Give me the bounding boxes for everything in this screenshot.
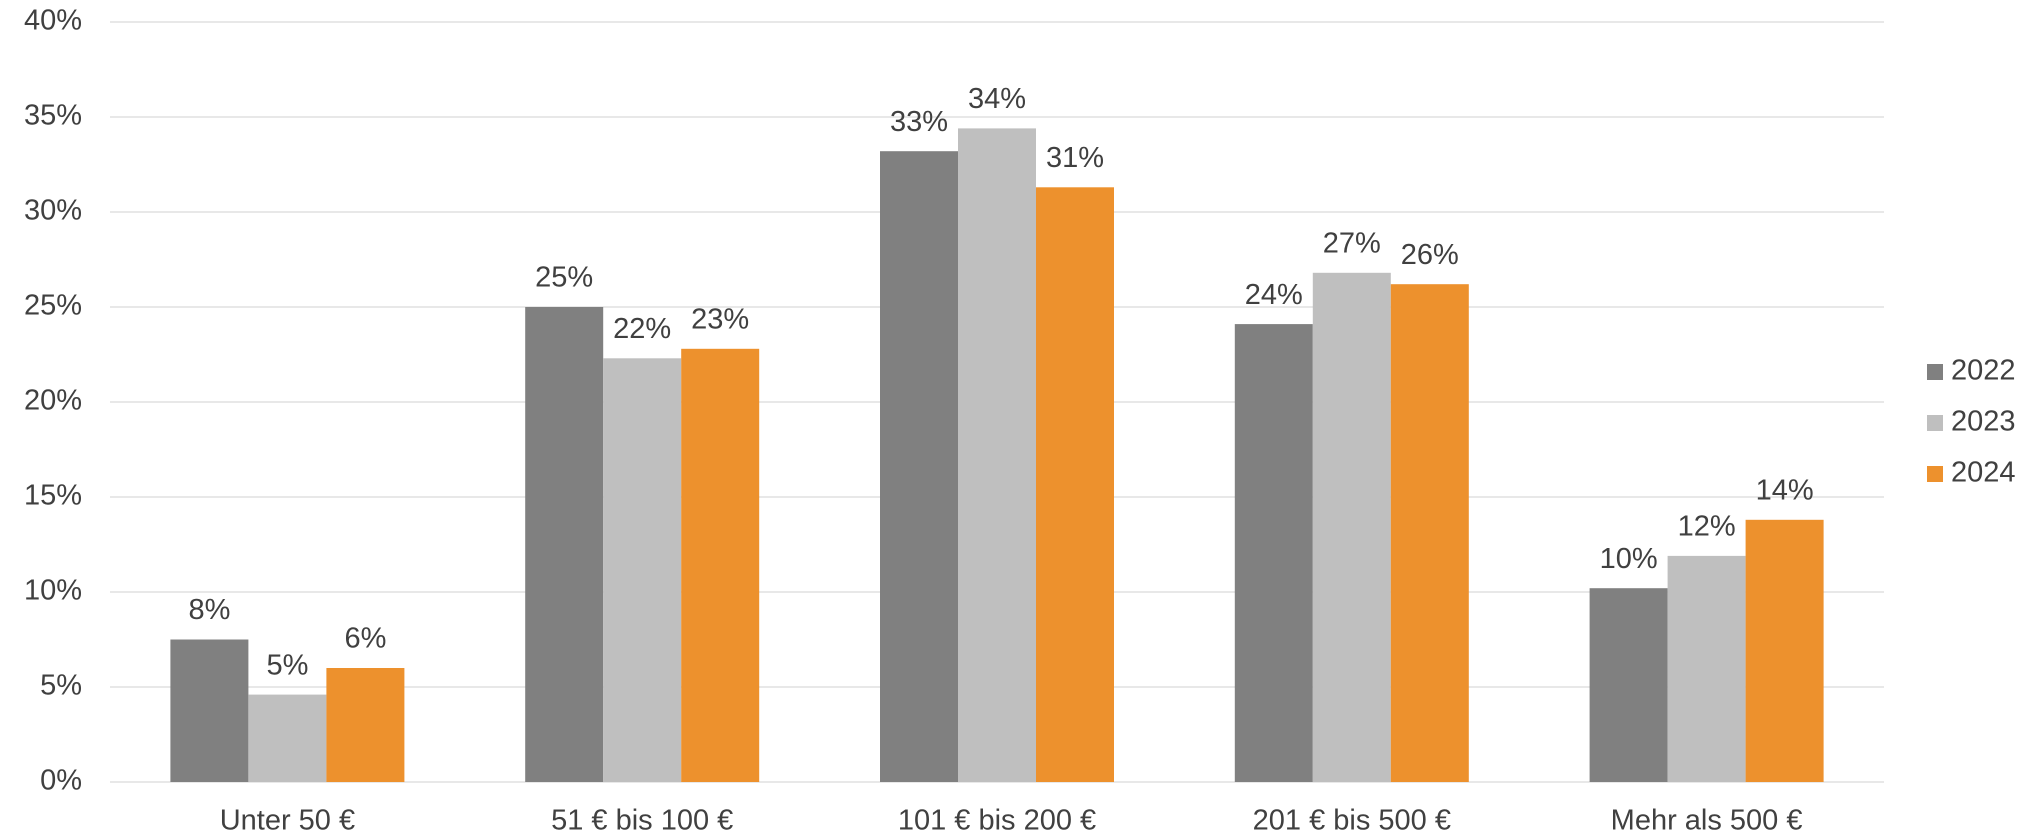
y-tick-label: 15% — [24, 480, 82, 512]
value-label: 12% — [1678, 511, 1736, 543]
legend-label: 2024 — [1951, 457, 2016, 489]
value-label: 25% — [535, 262, 593, 294]
y-tick-label: 0% — [40, 765, 82, 797]
value-label: 5% — [266, 649, 308, 681]
bar — [1745, 519, 1824, 782]
legend-label: 2023 — [1951, 406, 2016, 438]
bar — [1036, 187, 1114, 783]
value-label: 34% — [968, 83, 1026, 115]
value-label: 33% — [890, 106, 948, 138]
value-label: 23% — [691, 303, 749, 335]
legend-swatch — [1927, 466, 1943, 482]
bar — [1234, 324, 1313, 782]
value-label: 14% — [1756, 474, 1814, 506]
y-tick-label: 10% — [24, 575, 82, 607]
legend-label: 2022 — [1951, 355, 2016, 387]
y-tick-label: 5% — [40, 670, 82, 702]
bar — [1390, 284, 1469, 782]
x-tick-label: 101 € bis 200 € — [898, 805, 1096, 836]
value-label: 24% — [1245, 279, 1303, 311]
bar — [1589, 588, 1668, 782]
bar — [681, 348, 760, 782]
y-tick-label: 40% — [24, 5, 82, 37]
x-tick-label: 51 € bis 100 € — [551, 805, 733, 836]
bar — [603, 358, 682, 782]
legend-swatch — [1927, 415, 1943, 431]
bar — [170, 639, 249, 782]
y-tick-label: 20% — [24, 385, 82, 417]
x-tick-label: Unter 50 € — [220, 805, 355, 836]
y-tick-label: 35% — [24, 100, 82, 132]
bar — [958, 128, 1036, 782]
x-tick-label: Mehr als 500 € — [1611, 805, 1803, 836]
value-label: 6% — [344, 623, 386, 655]
bar — [525, 307, 604, 782]
value-label: 22% — [613, 313, 671, 345]
bar — [1667, 555, 1746, 782]
y-tick-label: 30% — [24, 195, 82, 227]
value-label: 10% — [1600, 543, 1658, 575]
value-label: 31% — [1046, 142, 1104, 174]
value-label: 27% — [1323, 227, 1381, 259]
value-label: 8% — [188, 594, 230, 626]
bar — [326, 668, 405, 782]
x-tick-label: 201 € bis 500 € — [1253, 805, 1451, 836]
y-tick-label: 25% — [24, 290, 82, 322]
bar — [248, 694, 327, 782]
bar — [880, 151, 958, 782]
bar — [1312, 272, 1391, 782]
value-label: 26% — [1401, 239, 1459, 271]
legend-swatch — [1927, 364, 1943, 380]
